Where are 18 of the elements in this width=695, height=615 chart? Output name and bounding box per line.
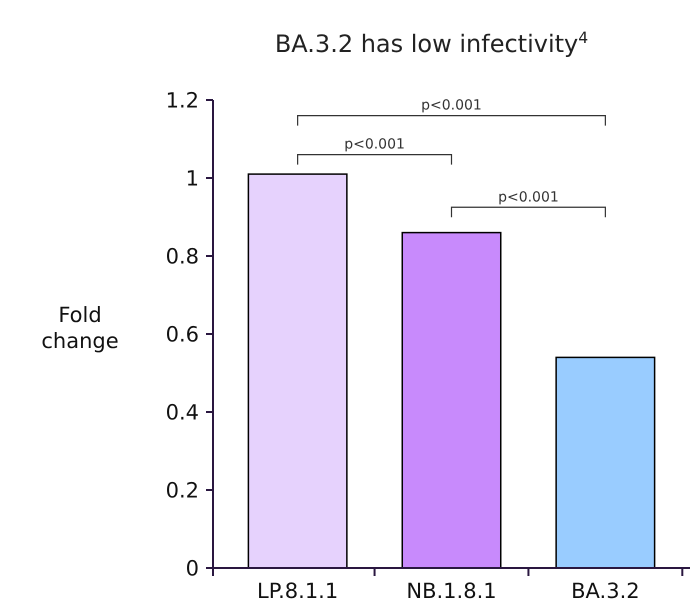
y-tick-label: 1 — [186, 166, 199, 190]
y-tick-label: 0 — [186, 556, 199, 580]
annotation: p<0.001 — [421, 98, 482, 114]
bar — [402, 232, 502, 569]
x-tick-label: BA.3.2 — [571, 579, 640, 603]
y-tick-label: 1.2 — [166, 88, 199, 112]
chart-title: BA.3.2 has low infectivity$^{4}$ — [274, 29, 588, 58]
y-tick-label: 0.4 — [166, 400, 199, 424]
bar — [555, 356, 656, 569]
annotation: p<0.001 — [344, 136, 405, 153]
x-tick-label: NB.1.8.1 — [406, 579, 497, 603]
y-tick-label: 0.6 — [166, 322, 199, 346]
y-tick-label: 0.8 — [166, 244, 199, 268]
bar — [248, 173, 348, 569]
x-tick-label: LP.8.1.1 — [257, 579, 338, 603]
y-tick-label: 0.2 — [166, 478, 199, 502]
y-axis-title: Fold change — [41, 303, 119, 353]
annotation: p<0.001 — [498, 189, 559, 206]
